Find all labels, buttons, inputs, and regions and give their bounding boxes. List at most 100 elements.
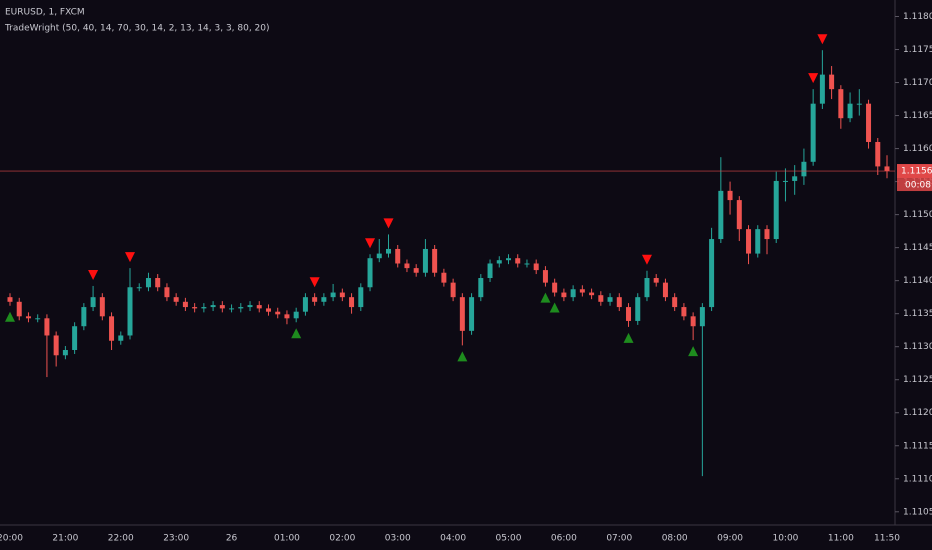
- x-tick-label: 11:00: [828, 534, 854, 544]
- candle-body: [182, 301, 188, 308]
- candle-body: [210, 305, 216, 308]
- candle-body: [727, 190, 733, 201]
- candle-body: [376, 253, 382, 259]
- candle-body: [736, 200, 742, 230]
- sell-signal: [808, 73, 819, 84]
- x-tick-label: 02:00: [329, 534, 355, 544]
- candle-body: [312, 297, 318, 302]
- candle-body: [782, 180, 788, 182]
- candle-body: [487, 263, 493, 279]
- candle-body: [118, 335, 124, 341]
- x-tick-label: 11:50: [874, 534, 900, 544]
- countdown-box: [897, 178, 932, 192]
- candle-body: [607, 297, 613, 302]
- x-tick-label: 03:00: [385, 534, 411, 544]
- sell-signal: [88, 269, 99, 280]
- candle-body: [469, 297, 475, 331]
- candle-body: [192, 307, 198, 309]
- candle-body: [598, 295, 604, 302]
- sell-signal: [125, 252, 136, 263]
- candle-body: [256, 305, 262, 309]
- buy-signal: [540, 292, 551, 303]
- x-tick-label: 04:00: [440, 534, 466, 544]
- candle-body: [62, 350, 68, 356]
- candle-body: [265, 308, 271, 312]
- candle-body: [662, 282, 668, 298]
- indicator-label: TradeWright (50, 40, 14, 70, 30, 14, 2, …: [4, 24, 270, 34]
- candle-body: [367, 258, 373, 288]
- candle-body: [709, 239, 715, 308]
- candle-body: [339, 292, 345, 298]
- x-tick-label: 20:00: [0, 534, 23, 544]
- candle-body: [792, 176, 798, 181]
- candle-body: [866, 103, 872, 142]
- candle-body: [635, 297, 641, 321]
- y-tick-label: 1.11400: [903, 276, 932, 286]
- candle-body: [672, 297, 678, 308]
- candle-body: [284, 314, 290, 319]
- candle-body: [626, 307, 632, 321]
- y-tick-label: 1.11100: [903, 474, 932, 484]
- y-tick-label: 1.11750: [903, 45, 932, 55]
- candle-body: [681, 307, 687, 317]
- candle-body: [810, 103, 816, 162]
- candle-body: [579, 289, 585, 293]
- y-tick-label: 1.11050: [903, 507, 932, 517]
- candle-body: [718, 190, 724, 240]
- last-price-box: [897, 164, 932, 179]
- candle-body: [589, 292, 595, 296]
- candle-body: [875, 141, 881, 167]
- candle-body: [616, 297, 622, 308]
- y-tick-label: 1.11450: [903, 243, 932, 253]
- buy-signal: [5, 311, 15, 322]
- candle-body: [690, 316, 696, 327]
- candle-body: [7, 297, 13, 302]
- candle-body: [349, 297, 355, 308]
- x-tick-label: 10:00: [772, 534, 798, 544]
- candle-body: [524, 263, 530, 265]
- candle-body: [90, 297, 96, 308]
- candle-body: [385, 248, 391, 254]
- y-tick-label: 1.11200: [903, 408, 932, 418]
- candle-body: [496, 260, 502, 264]
- candle-body: [459, 297, 465, 331]
- candle-body: [136, 287, 142, 289]
- x-tick-label: 23:00: [163, 534, 189, 544]
- candle-body: [247, 305, 253, 308]
- sell-signal: [641, 254, 652, 265]
- candle-body: [238, 307, 244, 309]
- candle-body: [81, 307, 87, 327]
- candle-body: [515, 258, 521, 264]
- candle-body: [173, 297, 179, 302]
- candle-body: [275, 311, 281, 315]
- candle-body: [16, 301, 22, 317]
- candle-body: [829, 74, 835, 90]
- candle-body: [819, 74, 825, 104]
- y-tick-label: 1.11300: [903, 342, 932, 352]
- candle-body: [302, 297, 308, 312]
- candle-body: [764, 229, 770, 240]
- candle-body: [219, 305, 225, 309]
- candle-body: [644, 278, 650, 298]
- y-tick-label: 1.11500: [903, 210, 932, 220]
- candle-body: [699, 307, 705, 327]
- candle-body: [847, 103, 853, 119]
- sell-signal: [817, 34, 828, 45]
- candle-body: [229, 308, 235, 310]
- candle-body: [838, 89, 844, 119]
- candle-body: [506, 258, 512, 261]
- candle-body: [422, 248, 428, 273]
- candle-body: [884, 166, 890, 172]
- candle-body: [570, 289, 576, 298]
- x-tick-label: 01:00: [274, 534, 300, 544]
- candle-body: [395, 248, 401, 264]
- candle-body: [755, 229, 761, 254]
- buy-signal: [688, 346, 699, 357]
- candle-body: [35, 318, 41, 320]
- y-tick-label: 1.11700: [903, 78, 932, 88]
- candle-body: [856, 103, 862, 105]
- x-tick-label: 21:00: [52, 534, 78, 544]
- buy-signal: [457, 351, 468, 362]
- candle-body: [552, 282, 558, 293]
